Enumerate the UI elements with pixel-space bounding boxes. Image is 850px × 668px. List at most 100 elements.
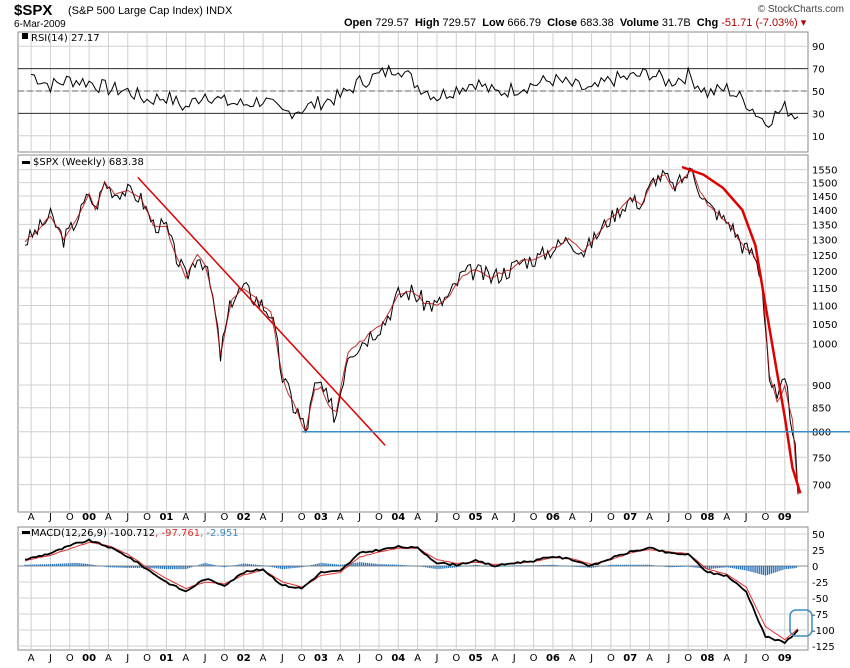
x-tick-label: J bbox=[744, 653, 748, 664]
macd-hist-bar bbox=[720, 566, 722, 568]
macd-hist-bar bbox=[668, 566, 670, 568]
x-tick-label: O bbox=[452, 653, 460, 664]
macd-hist-bar bbox=[523, 565, 525, 566]
macd-hist-bar bbox=[204, 562, 206, 566]
macd-hist-bar bbox=[693, 566, 695, 568]
macd-hist-bar bbox=[285, 566, 287, 569]
x-tick-label: A bbox=[28, 653, 35, 664]
macd-hist-bar bbox=[498, 566, 500, 567]
macd-hist-bar bbox=[187, 566, 189, 569]
panel-frame-0 bbox=[17, 31, 809, 153]
rsi-legend-swatch bbox=[22, 33, 28, 39]
macd-hist-bar bbox=[210, 564, 212, 566]
x-tick-label: 06 bbox=[546, 512, 560, 523]
macd-hist-bar bbox=[105, 566, 108, 567]
macd-hist-bar bbox=[627, 564, 629, 566]
macd-hist-bar bbox=[791, 566, 794, 569]
macd-hist-bar bbox=[169, 566, 171, 570]
macd-crossover-highlight bbox=[789, 609, 813, 637]
price-tick-label: 1450 bbox=[812, 192, 837, 203]
x-tick-label: O bbox=[66, 653, 74, 664]
macd-hist-bar bbox=[208, 563, 210, 566]
rsi-line bbox=[30, 64, 799, 128]
macd-hist-bar bbox=[287, 566, 289, 569]
macd-hist-bar bbox=[581, 566, 583, 568]
macd-hist-bar bbox=[440, 566, 442, 569]
macd-hist-bar bbox=[594, 566, 597, 568]
macd-hist-bar bbox=[507, 565, 510, 567]
macd-hist-bar bbox=[47, 564, 50, 566]
macd-hist-bar bbox=[359, 562, 361, 566]
parabolic-curve bbox=[681, 165, 802, 494]
macd-hist-bar bbox=[144, 566, 146, 568]
x-tick-label: A bbox=[723, 512, 730, 523]
macd-hist-bar bbox=[364, 562, 367, 566]
macd-hist-bar bbox=[716, 566, 718, 569]
macd-hist-bar bbox=[395, 564, 398, 566]
macd-hist-bar bbox=[772, 566, 774, 574]
macd-hist-bar bbox=[45, 564, 48, 566]
macd-hist-bar bbox=[235, 564, 237, 566]
macd-hist-bar bbox=[469, 565, 471, 566]
price-line bbox=[24, 167, 799, 495]
macd-hist-bar bbox=[57, 563, 60, 566]
x-tick-label: 09 bbox=[778, 653, 792, 664]
macd-hist-bar bbox=[374, 563, 376, 566]
macd-value: -100.712 bbox=[110, 528, 155, 539]
macd-hist-bar bbox=[755, 566, 757, 574]
price-tick-label: 1000 bbox=[812, 339, 837, 350]
macd-hist-bar bbox=[308, 565, 311, 566]
chart-date: 6-Mar-2009 bbox=[14, 19, 66, 30]
macd-hist-bar bbox=[697, 566, 699, 568]
macd-hist-bar bbox=[480, 565, 483, 566]
symbol-name: (S&P 500 Large Cap Index) INDX bbox=[68, 5, 232, 17]
macd-hist-bar bbox=[778, 566, 780, 572]
macd-hist-bar bbox=[165, 566, 168, 570]
macd-hist-bar bbox=[100, 566, 102, 567]
macd-hist-bar bbox=[660, 566, 662, 567]
macd-hist-bar bbox=[177, 566, 179, 570]
macd-hist-bar bbox=[312, 564, 314, 566]
x-tick-label: A bbox=[414, 512, 421, 523]
macd-hist-bar bbox=[117, 566, 119, 568]
macd-hist-bar bbox=[407, 565, 409, 566]
macd-hist-bar bbox=[81, 563, 83, 566]
x-tick-label: A bbox=[182, 653, 189, 664]
macd-hist-bar bbox=[154, 566, 156, 569]
macd-hist-bar bbox=[281, 566, 284, 570]
macd-hist-bar bbox=[457, 566, 459, 568]
macd-hist-bar bbox=[641, 564, 643, 566]
macd-hist-bar bbox=[353, 562, 355, 566]
macd-hist-bar bbox=[243, 563, 245, 566]
x-tick-label: O bbox=[530, 653, 538, 664]
panel-frame-2 bbox=[17, 526, 809, 651]
macd-hist-bar bbox=[546, 564, 548, 566]
price-ma-line bbox=[24, 167, 799, 495]
x-tick-label: A bbox=[337, 512, 344, 523]
macd-hist-bar bbox=[761, 566, 763, 575]
x-tick-label: O bbox=[143, 512, 151, 523]
x-tick-label: O bbox=[66, 512, 74, 523]
macd-tick-label: -75 bbox=[812, 610, 828, 621]
macd-hist-bar bbox=[449, 566, 452, 568]
macd-hist-bar bbox=[167, 566, 170, 570]
rsi-tick-label: 90 bbox=[812, 42, 825, 53]
macd-hist-bar bbox=[724, 566, 726, 568]
macd-hist-bar bbox=[737, 566, 740, 570]
rsi-tick-label: 30 bbox=[812, 109, 825, 120]
macd-hist-bar bbox=[598, 566, 600, 567]
price-tick-label: 1100 bbox=[812, 302, 837, 313]
macd-hist-bar bbox=[645, 564, 647, 566]
macd-hist-bar bbox=[585, 566, 587, 568]
macd-hist-bar bbox=[467, 565, 469, 567]
price-tick-label: 1500 bbox=[812, 179, 837, 190]
macd-hist-bar bbox=[444, 566, 446, 569]
macd-hist-bar bbox=[664, 566, 666, 567]
macd-hist-bar bbox=[156, 566, 158, 569]
macd-hist-bar bbox=[650, 564, 653, 566]
price-tick-label: 700 bbox=[812, 481, 831, 492]
macd-hist-bar bbox=[388, 564, 390, 566]
macd-hist-bar bbox=[214, 565, 216, 566]
x-tick-label: J bbox=[434, 653, 438, 664]
macd-hist-bar bbox=[206, 563, 208, 566]
